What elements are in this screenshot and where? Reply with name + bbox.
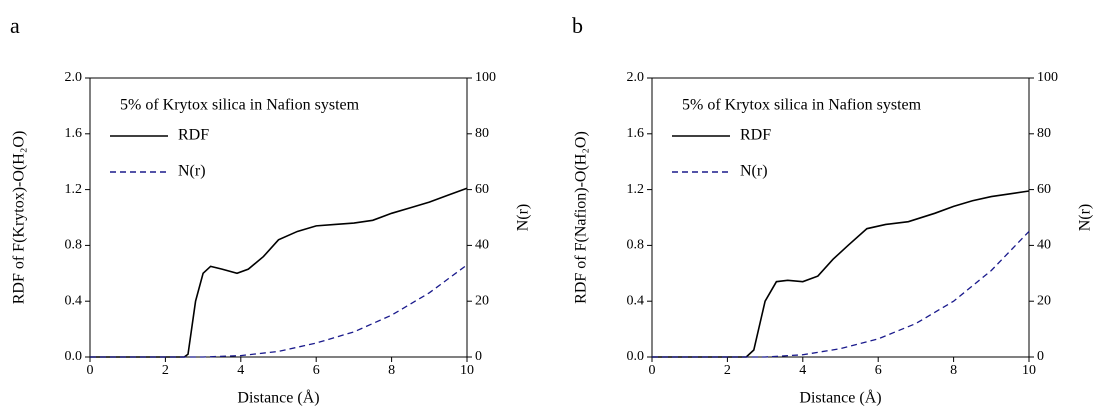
x-tick-label: 8 [388,363,395,378]
y-axis-label: RDF of F(Krytox)-O(H₂O) [11,131,28,305]
x-tick-label: 6 [875,363,882,378]
y2-tick-label: 20 [475,293,489,308]
y-tick-label: 0.4 [627,293,645,308]
plot-frame [651,77,1030,358]
y-tick-label: 0.8 [627,238,645,253]
y2-tick-label: 0 [1037,349,1044,364]
y2-tick-label: 80 [1037,126,1051,141]
y-tick-label: 0.4 [65,293,83,308]
y2-axis-label: N(r) [515,204,532,232]
panel-label: b [572,13,583,38]
x-axis-label: Distance (Å) [237,389,319,407]
y2-tick-label: 100 [1037,70,1058,85]
y2-tick-label: 60 [1037,182,1051,197]
y2-axis-label: N(r) [1077,204,1094,232]
series-line [652,230,1030,358]
legend-label: RDF [740,127,771,144]
y2-tick-label: 20 [1037,293,1051,308]
series-line [652,190,1030,358]
y-tick-label: 1.6 [627,126,645,141]
x-tick-label: 2 [162,363,169,378]
y-tick-label: 2.0 [627,70,645,85]
y-tick-label: 1.2 [65,182,83,197]
x-tick-label: 10 [1022,363,1036,378]
x-tick-label: 10 [460,363,474,378]
annotation: 5% of Krytox silica in Nafion system [120,97,360,114]
y-tick-label: 0.0 [65,349,83,364]
series-line [90,264,468,358]
annotation: 5% of Krytox silica in Nafion system [682,97,922,114]
x-tick-label: 0 [649,363,656,378]
y-tick-label: 2.0 [65,70,83,85]
y2-tick-label: 40 [475,238,489,253]
x-tick-label: 8 [950,363,957,378]
y2-tick-label: 80 [475,126,489,141]
x-tick-label: 0 [87,363,94,378]
y2-tick-label: 0 [475,349,482,364]
y-axis-label: RDF of F(Nafion)-O(H₂O) [573,131,590,304]
plot-frame [89,77,468,358]
legend-label: RDF [178,127,209,144]
y2-tick-label: 40 [1037,238,1051,253]
panel-label: a [10,13,20,38]
x-tick-label: 2 [724,363,731,378]
x-tick-label: 6 [313,363,320,378]
y-tick-label: 1.6 [65,126,83,141]
y-tick-label: 0.0 [627,349,645,364]
y-tick-label: 1.2 [627,182,645,197]
y2-tick-label: 100 [475,70,496,85]
x-tick-label: 4 [799,363,806,378]
series-line [90,187,468,358]
x-tick-label: 4 [237,363,244,378]
legend-label: N(r) [740,163,768,180]
y-tick-label: 0.8 [65,238,83,253]
y2-tick-label: 60 [475,182,489,197]
x-axis-label: Distance (Å) [799,389,881,407]
legend-label: N(r) [178,163,206,180]
